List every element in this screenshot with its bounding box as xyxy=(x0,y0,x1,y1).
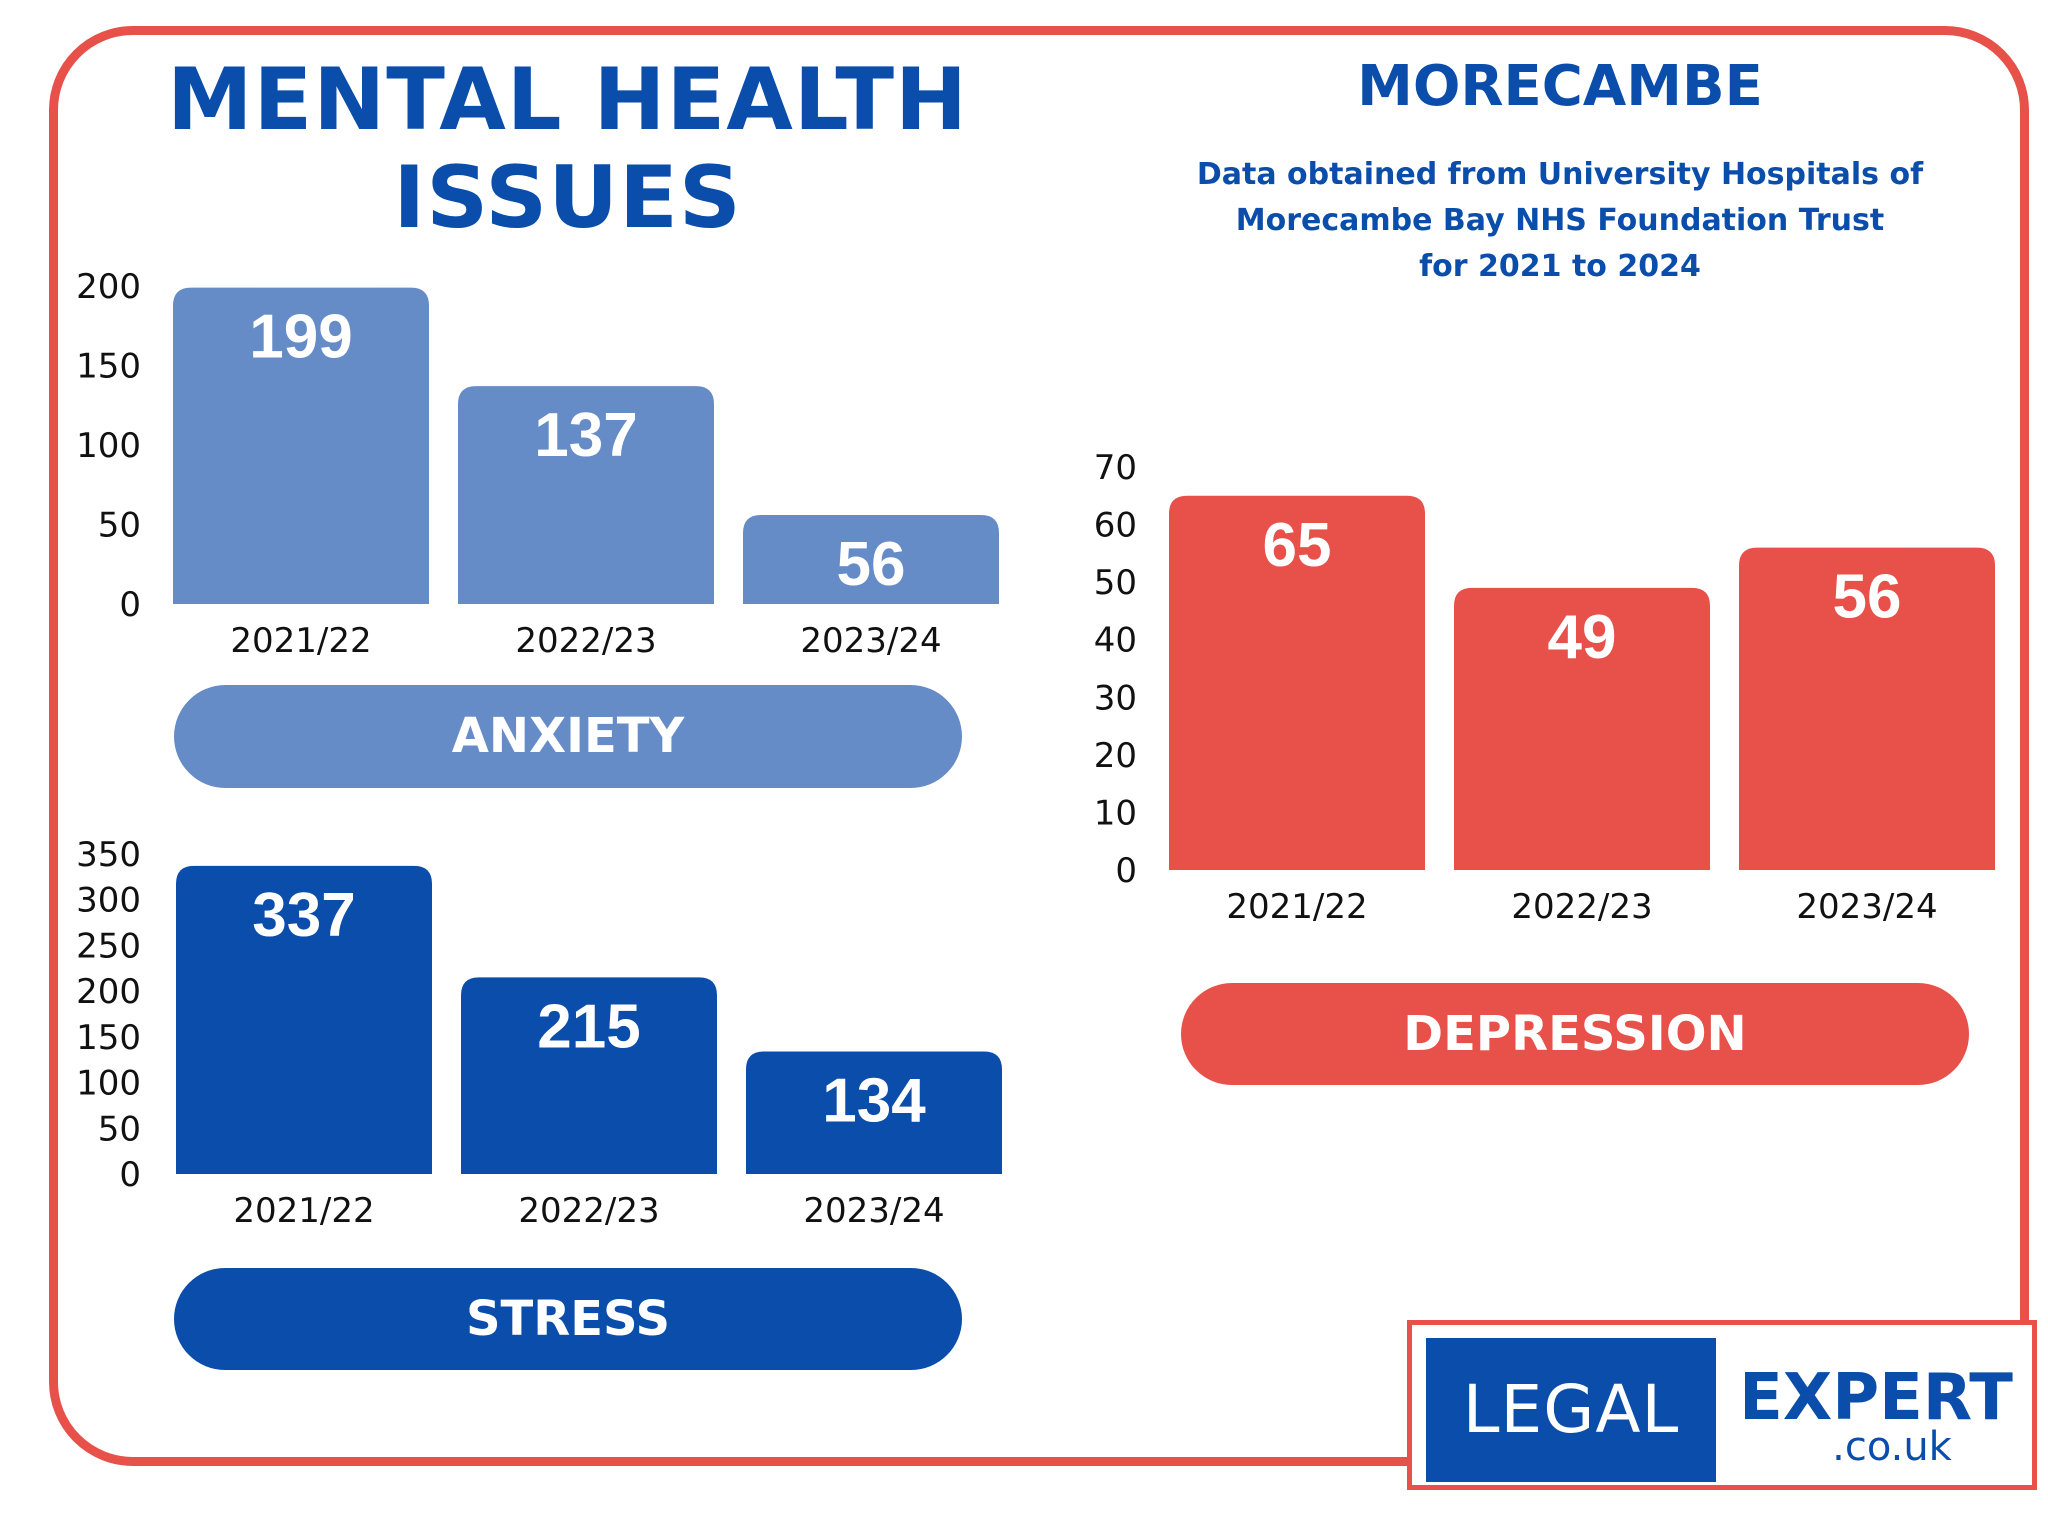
depression-x-category-label: 2021/22 xyxy=(1226,887,1367,927)
anxiety-y-tick-label: 150 xyxy=(76,347,141,387)
depression-y-tick-label: 30 xyxy=(1094,678,1137,718)
anxiety-bar-value-label: 56 xyxy=(837,530,906,599)
stress-bar-value-label: 337 xyxy=(252,881,355,950)
main-title-line2: ISSUES xyxy=(393,148,742,248)
depression-y-tick-label: 10 xyxy=(1094,793,1137,833)
stress-y-tick-label: 150 xyxy=(76,1018,141,1058)
depression-x-category-label: 2023/24 xyxy=(1796,887,1937,927)
logo-legal-text: LEGAL xyxy=(1426,1338,1716,1482)
stress-y-tick-label: 100 xyxy=(76,1064,141,1104)
anxiety-bar-value-label: 137 xyxy=(534,401,637,470)
anxiety-x-category-label: 2023/24 xyxy=(800,621,941,661)
stress-y-tick-label: 350 xyxy=(76,835,141,875)
stress-bar-value-label: 134 xyxy=(822,1066,926,1135)
anxiety-bar xyxy=(743,514,999,604)
depression-y-tick-label: 70 xyxy=(1094,448,1137,488)
stress-bar xyxy=(461,977,717,1174)
depression-y-tick-label: 0 xyxy=(1115,851,1137,891)
source-note-line1: Data obtained from University Hospitals … xyxy=(1196,157,1924,192)
depression-x-category-label: 2022/23 xyxy=(1511,887,1652,927)
depression-bar xyxy=(1454,587,1710,870)
stress-x-category-label: 2023/24 xyxy=(803,1191,944,1231)
depression-bar xyxy=(1739,547,1995,870)
infographic-frame xyxy=(49,26,2029,1466)
anxiety-chart-title: ANXIETY xyxy=(174,685,962,788)
stress-x-category-label: 2022/23 xyxy=(518,1191,659,1231)
stress-y-tick-label: 0 xyxy=(119,1155,141,1195)
anxiety-x-category-label: 2021/22 xyxy=(230,621,371,661)
anxiety-y-tick-label: 200 xyxy=(76,267,141,307)
depression-y-tick-label: 60 xyxy=(1094,506,1137,546)
stress-y-tick-label: 50 xyxy=(98,1109,141,1149)
anxiety-bar xyxy=(173,287,429,604)
anxiety-bar-value-label: 199 xyxy=(249,303,352,372)
depression-bar-value-label: 65 xyxy=(1263,511,1332,580)
legal-expert-logo: LEGAL EXPERT .co.uk xyxy=(1407,1320,2037,1490)
anxiety-y-tick-label: 100 xyxy=(76,426,141,466)
depression-bar-value-label: 56 xyxy=(1833,563,1902,632)
depression-bar xyxy=(1169,495,1425,870)
anxiety-x-category-label: 2022/23 xyxy=(515,621,656,661)
depression-y-tick-label: 40 xyxy=(1094,621,1137,661)
stress-bar xyxy=(176,865,432,1174)
stress-chart-title: STRESS xyxy=(174,1268,962,1370)
logo-expert-text: EXPERT xyxy=(1739,1361,2013,1435)
anxiety-y-tick-label: 50 xyxy=(98,506,141,546)
stress-bar xyxy=(746,1051,1002,1174)
stress-x-category-label: 2021/22 xyxy=(233,1191,374,1231)
source-note-line2: Morecambe Bay NHS Foundation Trust xyxy=(1235,203,1885,238)
stress-y-tick-label: 200 xyxy=(76,972,141,1012)
main-title-line1: MENTAL HEALTH xyxy=(166,50,969,150)
source-note-line3: for 2021 to 2024 xyxy=(1419,249,1701,284)
stress-bar-value-label: 215 xyxy=(537,992,640,1061)
stress-y-tick-label: 250 xyxy=(76,926,141,966)
stress-y-tick-label: 300 xyxy=(76,881,141,921)
depression-bar-value-label: 49 xyxy=(1548,603,1617,672)
logo-domain-text: .co.uk xyxy=(1832,1424,1952,1470)
depression-y-tick-label: 50 xyxy=(1094,563,1137,603)
depression-y-tick-label: 20 xyxy=(1094,736,1137,776)
depression-chart-title: DEPRESSION xyxy=(1181,983,1969,1085)
location-title: MORECAMBE xyxy=(1357,54,1763,119)
anxiety-bar xyxy=(458,386,714,604)
anxiety-y-tick-label: 0 xyxy=(119,585,141,625)
